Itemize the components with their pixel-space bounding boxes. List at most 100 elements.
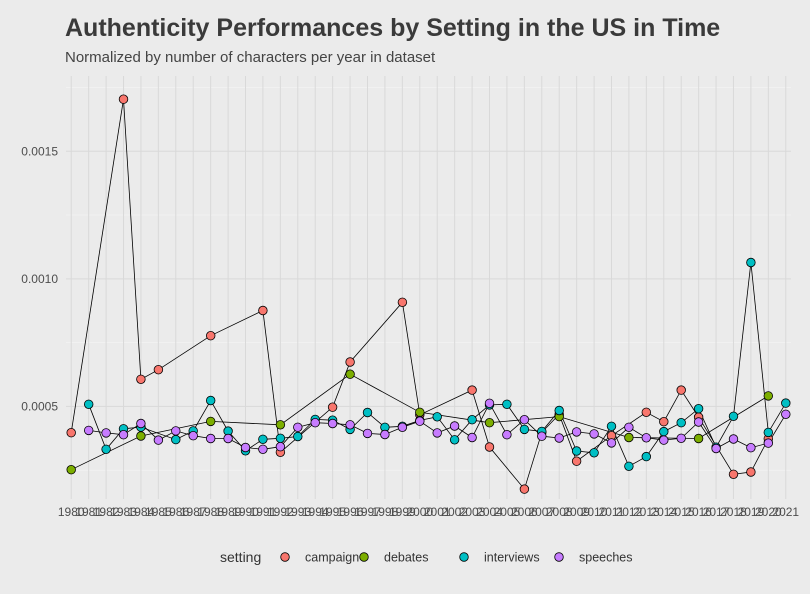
- point-speeches: [519, 415, 530, 425]
- x-tick-label: 1986: [162, 505, 189, 519]
- point-speeches: [397, 422, 408, 433]
- point-debates: [275, 420, 286, 430]
- point-speeches: [502, 430, 512, 440]
- point-speeches: [571, 427, 582, 437]
- legend-key-campaign: [280, 552, 290, 562]
- point-speeches: [380, 429, 390, 440]
- point-campaign: [641, 407, 652, 418]
- point-interviews: [83, 399, 94, 410]
- point-campaign: [205, 331, 216, 341]
- x-tick-label: 1992: [267, 505, 294, 519]
- point-interviews: [571, 446, 582, 456]
- x-tick-label: 2003: [459, 505, 486, 519]
- point-interviews: [659, 426, 669, 437]
- x-tick-label: 2019: [738, 505, 765, 519]
- point-debates: [136, 431, 146, 441]
- x-tick-label: 2002: [441, 505, 468, 519]
- point-debates: [624, 432, 634, 443]
- legend-label-campaign: campaign: [305, 551, 359, 565]
- point-interviews: [781, 398, 791, 408]
- point-speeches: [327, 418, 338, 429]
- point-campaign: [258, 305, 268, 316]
- x-tick-label: 1984: [128, 505, 155, 519]
- point-speeches: [467, 432, 477, 443]
- point-interviews: [275, 433, 286, 444]
- x-tick-label: 1993: [284, 505, 311, 519]
- point-speeches: [728, 434, 739, 444]
- point-campaign: [728, 469, 739, 480]
- point-speeches: [537, 431, 547, 441]
- point-speeches: [153, 435, 164, 445]
- point-speeches: [118, 430, 129, 440]
- point-debates: [693, 433, 704, 444]
- x-tick-label: 1996: [337, 505, 364, 519]
- point-debates: [66, 465, 76, 475]
- point-speeches: [310, 418, 320, 428]
- point-interviews: [171, 434, 181, 445]
- x-tick-label: 2020: [755, 505, 782, 519]
- point-speeches: [415, 416, 425, 426]
- point-speeches: [205, 433, 216, 444]
- x-tick-label: 2018: [720, 505, 747, 519]
- chart-subtitle: Normalized by number of characters per y…: [65, 49, 436, 66]
- x-tick-label: 1990: [232, 505, 259, 519]
- x-tick-label: 1997: [354, 505, 381, 519]
- point-speeches: [606, 438, 617, 448]
- x-tick-label: 2004: [476, 505, 503, 519]
- point-speeches: [781, 409, 791, 420]
- point-interviews: [641, 451, 652, 462]
- point-campaign: [519, 484, 530, 494]
- point-campaign: [153, 365, 164, 375]
- x-tick-label: 1982: [93, 505, 120, 519]
- x-tick-label: 2006: [511, 505, 538, 519]
- point-campaign: [397, 297, 408, 308]
- point-speeches: [171, 426, 181, 436]
- point-interviews: [676, 418, 686, 428]
- point-interviews: [746, 257, 756, 268]
- x-tick-label: 1981: [75, 505, 102, 519]
- point-speeches: [258, 444, 268, 455]
- point-speeches: [641, 433, 652, 443]
- x-tick-label: 1989: [215, 505, 242, 519]
- point-speeches: [746, 443, 756, 453]
- point-debates: [484, 418, 495, 428]
- x-tick-label: 2012: [616, 505, 643, 519]
- x-tick-label: 2008: [546, 505, 573, 519]
- point-speeches: [484, 398, 495, 409]
- chart-title: Authenticity Performances by Setting in …: [65, 14, 721, 42]
- x-tick-label: 2005: [494, 505, 521, 519]
- point-speeches: [693, 417, 704, 427]
- point-campaign: [659, 417, 669, 427]
- point-debates: [205, 416, 216, 427]
- x-tick-label: 2013: [633, 505, 660, 519]
- point-campaign: [571, 456, 582, 466]
- point-interviews: [432, 412, 442, 422]
- point-speeches: [188, 431, 198, 441]
- point-speeches: [659, 435, 669, 445]
- point-speeches: [554, 433, 564, 443]
- point-interviews: [624, 461, 634, 472]
- point-interviews: [693, 404, 704, 414]
- point-speeches: [676, 433, 686, 444]
- point-campaign: [66, 428, 76, 438]
- point-campaign: [327, 402, 338, 412]
- point-debates: [763, 391, 774, 401]
- x-tick-label: 2010: [581, 505, 608, 519]
- point-campaign: [484, 442, 495, 452]
- point-speeches: [763, 438, 774, 448]
- point-campaign: [345, 357, 355, 367]
- x-tick-label: 2007: [528, 505, 555, 519]
- legend-label-debates: debates: [384, 551, 428, 565]
- point-speeches: [711, 443, 721, 454]
- x-tick-label: 1988: [197, 505, 224, 519]
- x-tick-label: 1991: [250, 505, 277, 519]
- point-interviews: [205, 395, 216, 406]
- point-speeches: [136, 418, 146, 429]
- point-interviews: [763, 427, 774, 438]
- point-interviews: [293, 431, 303, 442]
- point-speeches: [223, 433, 233, 444]
- x-tick-label: 1987: [180, 505, 207, 519]
- point-interviews: [101, 444, 111, 455]
- series-points: [66, 94, 791, 494]
